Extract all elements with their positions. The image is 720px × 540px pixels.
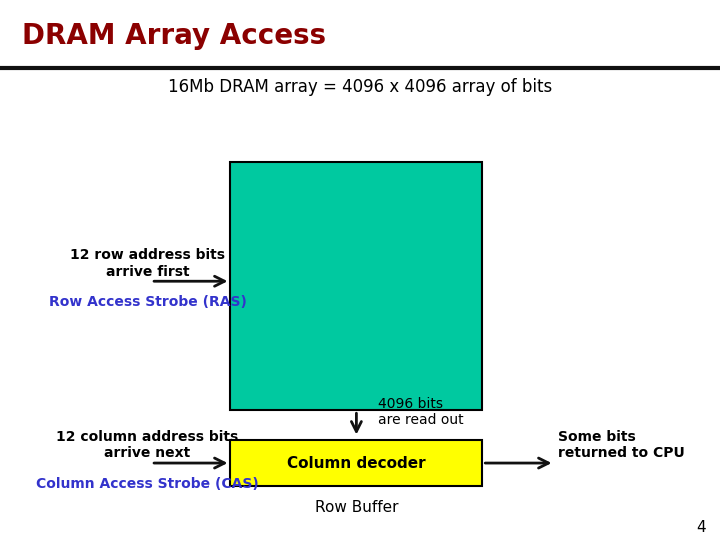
Text: 4096 bits
are read out: 4096 bits are read out <box>378 397 464 427</box>
Text: 12 column address bits
arrive next: 12 column address bits arrive next <box>56 430 239 460</box>
Text: Row Buffer: Row Buffer <box>315 500 398 515</box>
Text: Row Access Strobe (RAS): Row Access Strobe (RAS) <box>49 295 246 309</box>
Text: Some bits
returned to CPU: Some bits returned to CPU <box>558 430 685 460</box>
Text: Column Access Strobe (CAS): Column Access Strobe (CAS) <box>36 476 259 490</box>
Text: 12 row address bits
arrive first: 12 row address bits arrive first <box>70 248 225 279</box>
Text: 4: 4 <box>696 519 706 535</box>
Text: DRAM Array Access: DRAM Array Access <box>22 22 325 50</box>
Bar <box>230 162 482 410</box>
Text: Column decoder: Column decoder <box>287 456 426 470</box>
Bar <box>230 440 482 486</box>
Text: 16Mb DRAM array = 4096 x 4096 array of bits: 16Mb DRAM array = 4096 x 4096 array of b… <box>168 78 552 96</box>
